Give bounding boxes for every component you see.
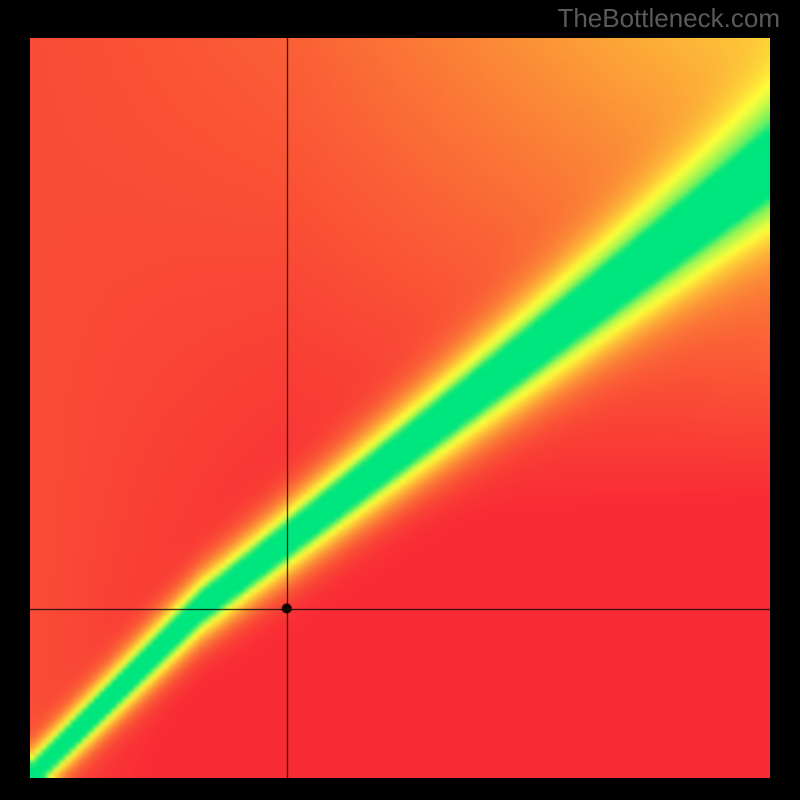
chart-frame: TheBottleneck.com xyxy=(0,0,800,800)
heatmap-canvas xyxy=(30,38,770,778)
watermark-text: TheBottleneck.com xyxy=(557,3,780,34)
